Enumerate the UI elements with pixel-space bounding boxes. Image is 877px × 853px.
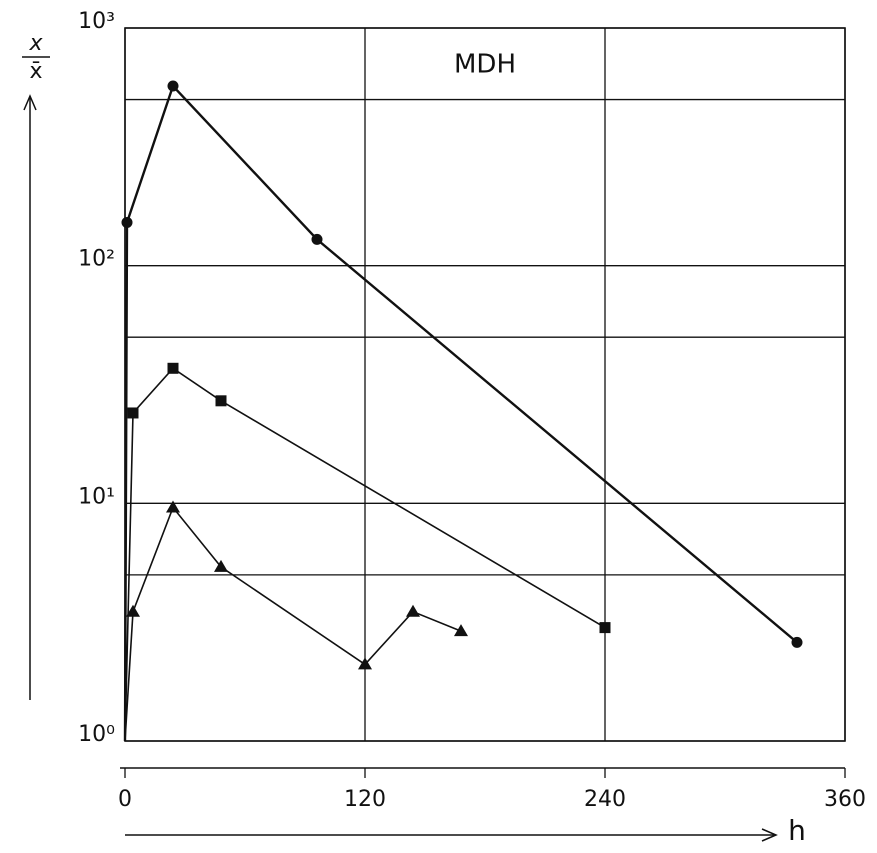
- square-marker: [215, 395, 227, 407]
- triangle-marker: [454, 624, 468, 637]
- y-label-denominator: x̄: [29, 59, 42, 84]
- x-tick-label: 120: [344, 787, 386, 812]
- x-arrow-head: [761, 828, 778, 842]
- circle-marker: [791, 636, 803, 648]
- y-arrow-head: [23, 94, 37, 111]
- square-marker: [127, 407, 139, 419]
- x-tick-label: 360: [824, 787, 866, 812]
- triangle-marker: [358, 657, 372, 670]
- triangle-marker: [126, 604, 140, 617]
- plot-frame: [124, 27, 846, 742]
- y-label-numerator: x: [28, 31, 43, 56]
- chart-title: MDH: [454, 50, 516, 80]
- x-label: h: [788, 814, 806, 847]
- y-tick-label: 10¹: [78, 484, 115, 509]
- square-marker: [599, 622, 611, 634]
- series-line: [123, 83, 798, 742]
- circle-marker: [167, 80, 179, 92]
- x-tick-label: 0: [118, 787, 132, 812]
- circle-marker: [311, 233, 323, 245]
- series-line: [124, 505, 462, 742]
- triangle-marker: [214, 559, 228, 572]
- circle-marker: [121, 216, 133, 228]
- triangle-marker: [166, 500, 180, 513]
- triangle-marker: [406, 604, 420, 617]
- y-tick-label: 10³: [78, 9, 115, 34]
- y-tick-label: 10²: [78, 247, 115, 272]
- x-tick-label: 240: [584, 787, 626, 812]
- y-tick-label: 10⁰: [78, 722, 115, 747]
- square-marker: [167, 362, 179, 374]
